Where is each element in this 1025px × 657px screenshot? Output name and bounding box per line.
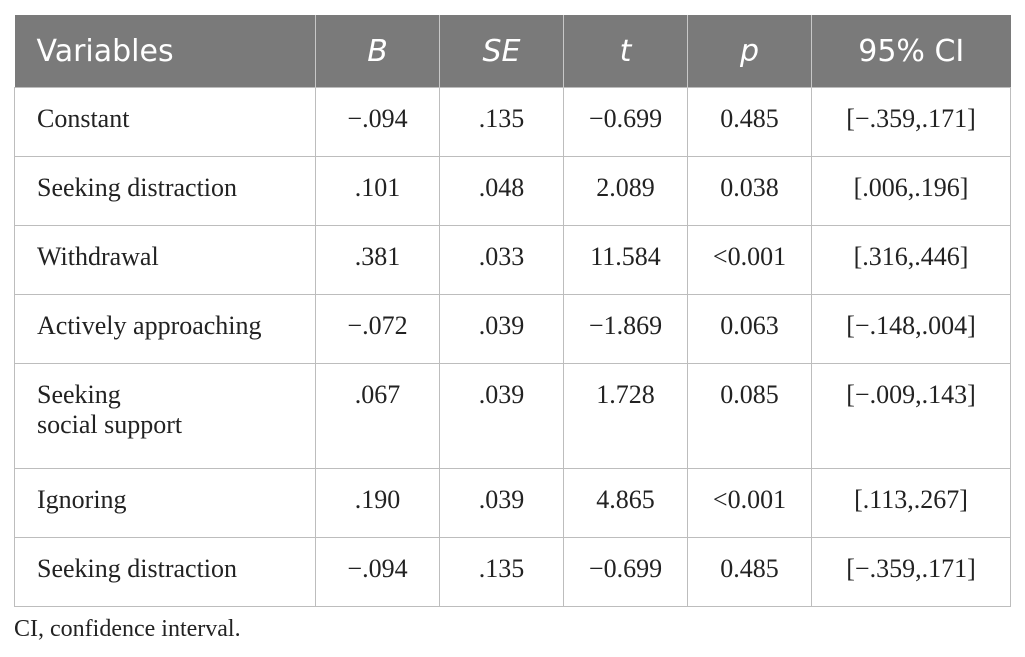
table-row: Ignoring .190 .039 4.865 <0.001 [.113,.2… [14,468,1011,538]
cell-variable: Withdrawal [14,225,316,295]
cell-se: .039 [439,468,564,538]
cell-se: .048 [439,156,564,226]
cell-ci: [−.359,.171] [811,87,1011,157]
cell-b: −.094 [315,537,440,607]
cell-p: 0.038 [687,156,812,226]
cell-se: .135 [439,537,564,607]
cell-t: 11.584 [563,225,688,295]
cell-ci: [.113,.267] [811,468,1011,538]
cell-se: .135 [439,87,564,157]
table-row: Seeking distraction −.094 .135 −0.699 0.… [14,537,1011,607]
cell-variable: Constant [14,87,316,157]
cell-t: 2.089 [563,156,688,226]
cell-ci: [−.148,.004] [811,294,1011,364]
table-row: Actively approaching −.072 .039 −1.869 0… [14,294,1011,364]
cell-variable-line2: social support [37,410,183,439]
header-p: p [687,15,812,88]
cell-variable: Ignoring [14,468,316,538]
cell-b: −.094 [315,87,440,157]
cell-variable-line1: Seeking [37,380,121,409]
cell-ci: [−.359,.171] [811,537,1011,607]
table-row: Constant −.094 .135 −0.699 0.485 [−.359,… [14,87,1011,157]
cell-b: .067 [315,363,440,469]
cell-t: −1.869 [563,294,688,364]
cell-se: .039 [439,363,564,469]
table-row: Seeking social support .067 .039 1.728 0.… [14,363,1011,469]
regression-table: Variables B SE t p 95% CI Constant −.094… [14,15,1011,607]
cell-p: 0.485 [687,537,812,607]
cell-ci: [−.009,.143] [811,363,1011,469]
cell-t: 1.728 [563,363,688,469]
header-b: B [315,15,440,88]
cell-variable: Actively approaching [14,294,316,364]
cell-b: −.072 [315,294,440,364]
cell-p: <0.001 [687,225,812,295]
regression-table-container: Variables B SE t p 95% CI Constant −.094… [14,15,1011,607]
header-t: t [563,15,688,88]
table-header-row: Variables B SE t p 95% CI [14,15,1011,88]
cell-t: 4.865 [563,468,688,538]
cell-p: <0.001 [687,468,812,538]
cell-t: −0.699 [563,87,688,157]
cell-b: .381 [315,225,440,295]
cell-se: .033 [439,225,564,295]
cell-b: .190 [315,468,440,538]
table-footnote: CI, confidence interval. [14,616,241,642]
cell-p: 0.085 [687,363,812,469]
cell-variable: Seeking social support [14,363,316,469]
table-row: Seeking distraction .101 .048 2.089 0.03… [14,156,1011,226]
cell-p: 0.063 [687,294,812,364]
cell-t: −0.699 [563,537,688,607]
cell-variable: Seeking distraction [14,537,316,607]
header-se: SE [439,15,564,88]
cell-se: .039 [439,294,564,364]
cell-ci: [.006,.196] [811,156,1011,226]
cell-p: 0.485 [687,87,812,157]
header-ci: 95% CI [811,15,1011,88]
cell-variable: Seeking distraction [14,156,316,226]
cell-ci: [.316,.446] [811,225,1011,295]
table-row: Withdrawal .381 .033 11.584 <0.001 [.316… [14,225,1011,295]
cell-b: .101 [315,156,440,226]
header-variables: Variables [14,15,316,88]
